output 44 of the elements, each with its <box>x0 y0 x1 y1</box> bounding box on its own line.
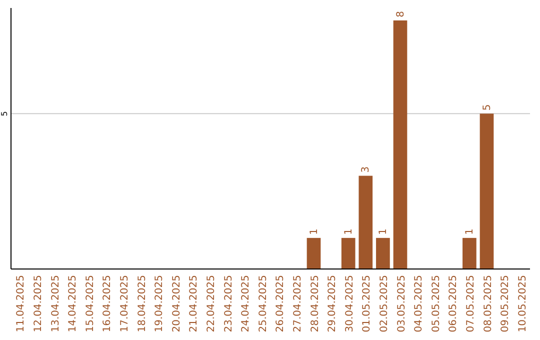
x-tick-label: 12.04.2025 <box>32 275 44 332</box>
x-tick-label: 03.05.2025 <box>396 275 408 332</box>
bar <box>341 238 356 269</box>
x-tick-label: 24.04.2025 <box>240 275 252 332</box>
bar <box>480 114 494 269</box>
bar <box>358 176 373 269</box>
x-tick-label: 15.04.2025 <box>84 275 96 332</box>
x-tick-label: 09.05.2025 <box>500 275 512 332</box>
bar <box>376 238 390 269</box>
bar <box>306 238 321 269</box>
x-tick-label: 18.04.2025 <box>136 275 148 332</box>
x-tick-label: 19.04.2025 <box>154 275 166 332</box>
x-tick-label: 01.05.2025 <box>362 275 373 332</box>
x-tick-label: 20.04.2025 <box>171 275 182 332</box>
x-tick-label: 13.04.2025 <box>50 275 62 332</box>
data-label: 1 <box>308 228 320 235</box>
x-tick-label: 30.04.2025 <box>344 275 356 332</box>
x-tick-label: 02.05.2025 <box>378 275 390 332</box>
x-tick-label: 16.04.2025 <box>102 275 114 332</box>
x-tick-label: 28.04.2025 <box>310 275 321 332</box>
bar <box>393 20 408 269</box>
x-tick-label: 26.04.2025 <box>275 275 286 332</box>
x-tick-label: 29.04.2025 <box>327 275 338 332</box>
x-tick-label: 08.05.2025 <box>482 275 494 332</box>
data-label: 3 <box>360 166 372 173</box>
data-label: 8 <box>395 11 406 18</box>
x-tick-label: 17.04.2025 <box>119 275 130 332</box>
x-tick-label: 05.05.2025 <box>430 275 442 332</box>
x-tick-label: 06.05.2025 <box>448 275 460 332</box>
x-tick-label: 22.04.2025 <box>206 275 217 332</box>
x-tick-label: 10.05.2025 <box>517 275 528 332</box>
x-tick-label: 11.04.2025 <box>16 275 27 332</box>
x-tick-label: 23.04.2025 <box>223 275 234 332</box>
x-tick-label: 07.05.2025 <box>465 275 476 332</box>
data-label: 1 <box>464 228 476 235</box>
data-label: 1 <box>343 228 354 235</box>
data-label: 5 <box>482 104 493 111</box>
x-tick-label: 14.04.2025 <box>68 275 79 332</box>
data-label: 1 <box>378 228 389 235</box>
bar <box>462 238 476 269</box>
x-tick-label: 21.04.2025 <box>188 275 200 332</box>
x-tick-label: 04.05.2025 <box>414 275 425 332</box>
x-tick-label: 25.04.2025 <box>258 275 269 332</box>
x-tick-label: 27.04.2025 <box>292 275 304 332</box>
